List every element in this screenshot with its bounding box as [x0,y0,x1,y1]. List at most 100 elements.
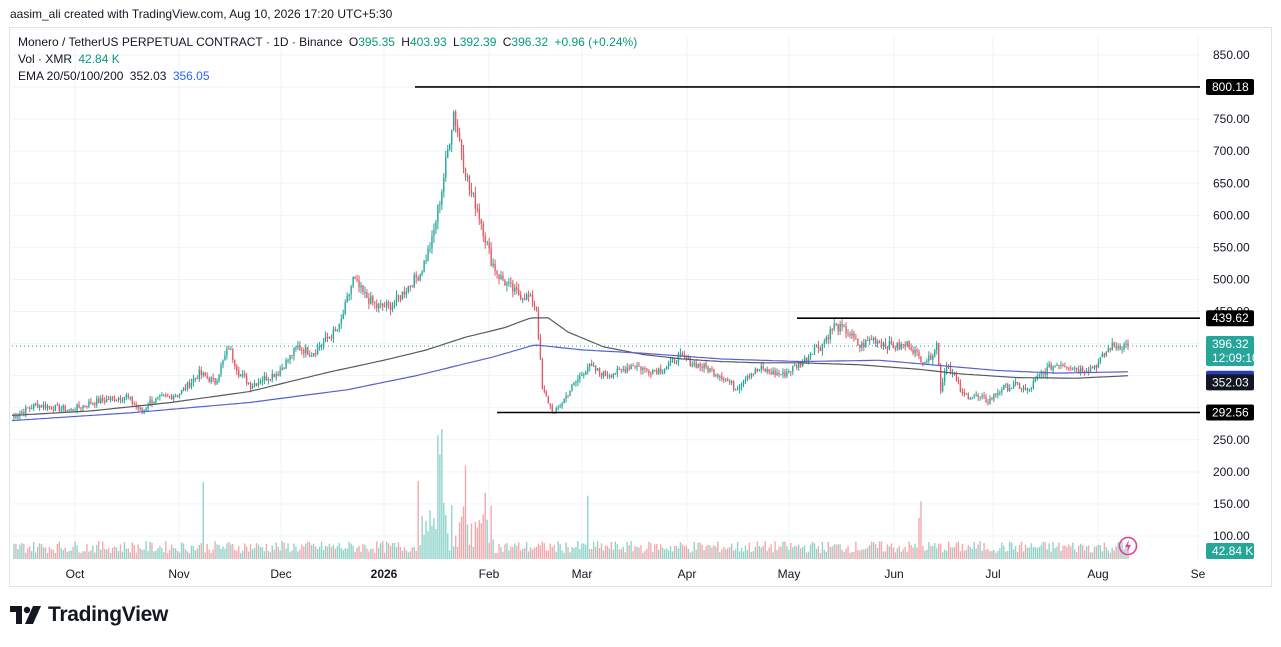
volume-bar [863,549,865,559]
high-value: 403.93 [409,35,447,49]
candle-body [630,365,632,370]
volume-bar [372,548,374,559]
candle-body [549,403,551,406]
candle-body [837,324,839,332]
candle-body [829,329,831,340]
volume-bar [837,544,839,559]
candle-body [1085,371,1088,373]
volume-bar [287,543,289,559]
volume-bar [15,543,17,559]
candle-body [541,359,544,389]
volume-bar [770,544,772,559]
close-value: 396.32 [511,35,549,49]
time-tick-label: Apr [678,567,697,581]
candle-body [906,341,908,346]
volume-bar [283,542,285,559]
volume-bar [644,550,646,559]
volume-bar [985,549,987,559]
price-tick-label: 200.00 [1213,465,1250,479]
candle-body [275,374,277,378]
candle-body [612,374,615,377]
candle-body [490,248,492,266]
candle-body [265,375,268,381]
candle-body [508,282,510,284]
volume-bar [663,549,666,559]
volume-bar [192,545,195,559]
lightning-icon[interactable] [1118,536,1138,556]
candle-body [46,406,49,409]
volume-bar [740,547,743,559]
volume-bar [778,546,780,559]
volume-bar [496,552,498,559]
volume-bar [1093,546,1096,559]
candle-body [1005,384,1007,386]
volume-bar [314,546,317,559]
candle-body [58,404,61,411]
candle-body [910,347,912,350]
volume-bar [409,551,411,559]
volume-bar [74,541,76,559]
volume-bar [48,546,51,559]
low-value: 392.39 [459,35,497,49]
volume-bar [285,548,287,559]
volume-bar [742,551,745,559]
candle-body [409,286,411,288]
candle-body [786,371,788,377]
volume-bar [36,547,39,559]
volume-bar [494,552,496,559]
volume-bar [756,541,759,559]
symbol-name[interactable]: Monero / TetherUS PERPETUAL CONTRACT · 1… [18,35,343,49]
volume-bar [425,520,427,559]
candle-body [261,380,264,383]
candle-body [616,368,619,374]
volume-bar [1101,551,1104,559]
volume-bar [675,545,678,559]
volume-bar [697,542,699,559]
candle-body [1044,372,1046,375]
candle-body [230,349,232,351]
candle-body [764,368,766,372]
volume-bar [730,543,733,559]
volume-bar [159,545,161,559]
volume-bar [874,544,877,559]
volume-bar [813,543,816,559]
candle-body [283,368,285,370]
volume-bar [1009,541,1011,559]
candle-body [502,275,504,281]
candle-body [464,167,467,177]
candle-body [734,389,737,391]
volume-bar [569,552,571,559]
volume-bar [21,543,23,559]
candle-body [167,395,169,397]
volume-bar [721,549,723,559]
ema-legend[interactable]: EMA 20/50/100/200 352.03 356.05 [18,69,213,83]
tradingview-logo[interactable]: TradingView [10,603,168,627]
candle-body [391,306,394,310]
volume-bar [975,548,977,559]
candle-body [967,393,969,400]
volume-bar [699,542,701,559]
volume-bar [861,549,863,559]
time-tick-label: Jun [884,567,903,581]
volume-bar [788,549,790,559]
candle-body [849,333,851,336]
candle-body [328,337,331,339]
candle-body [827,337,829,340]
candle-body [713,369,715,376]
volume-bar [267,550,270,559]
price-tick-label: 100.00 [1213,529,1250,543]
volume-legend[interactable]: Vol · XMR 42.84 K [18,52,123,66]
candle-body [1026,389,1029,391]
candle-body [989,398,991,404]
volume-bar [537,543,540,559]
price-label-bg [1206,335,1254,366]
volume-bar [145,541,147,559]
candle-body [395,295,398,304]
volume-bar [88,551,90,559]
volume-bar [908,541,910,559]
volume-bar [155,550,157,559]
candle-body [180,390,183,395]
volume-bar [342,550,344,559]
candle-body [1091,367,1094,369]
